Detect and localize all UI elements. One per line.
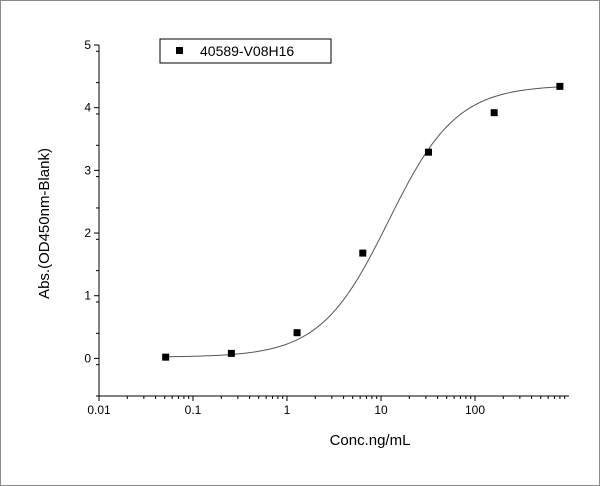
legend-box xyxy=(159,38,332,64)
y-tick-label: 4 xyxy=(84,101,91,115)
y-tick-label: 5 xyxy=(84,38,91,52)
y-tick-label: 0 xyxy=(84,351,91,365)
data-point xyxy=(293,329,301,337)
x-tick-label: 0.01 xyxy=(87,403,111,417)
x-axis-label: Conc.ng/mL xyxy=(330,432,411,449)
x-tick-label: 100 xyxy=(465,403,485,417)
y-tick-label: 2 xyxy=(84,226,91,240)
legend: 40589-V08H16 xyxy=(159,38,332,64)
x-tick-label: 10 xyxy=(374,403,388,417)
data-point xyxy=(424,148,432,156)
data-points xyxy=(162,82,564,361)
axes xyxy=(98,45,569,397)
data-point xyxy=(556,82,564,90)
legend-marker xyxy=(176,47,183,54)
x-tick-label: 1 xyxy=(284,403,291,417)
fit-curve xyxy=(165,86,560,358)
y-axis-label: Abs.(OD450nm-Blank) xyxy=(36,148,53,299)
y-tick-label: 3 xyxy=(84,163,91,177)
x-tick-label: 0.1 xyxy=(185,403,202,417)
data-point xyxy=(359,249,367,257)
ticks: 0.01 0.1 1 10 100 0 1 2 3 4 5 xyxy=(84,38,566,417)
y-tick-label: 1 xyxy=(84,289,91,303)
data-point xyxy=(227,349,235,357)
data-point xyxy=(490,109,498,117)
data-point xyxy=(162,353,170,361)
legend-label: 40589-V08H16 xyxy=(200,43,294,59)
